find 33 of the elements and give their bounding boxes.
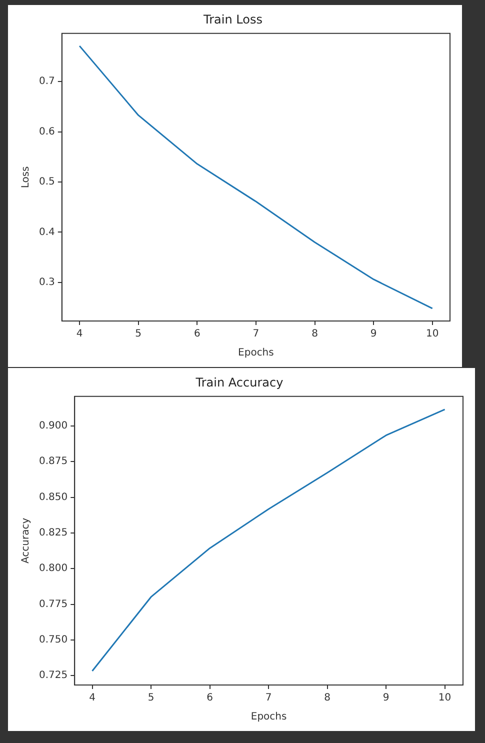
x-tick-label: 5 xyxy=(148,692,154,704)
x-tick-label: 7 xyxy=(252,328,260,340)
x-tick-label: 4 xyxy=(76,328,83,340)
x-tick-label: 8 xyxy=(324,692,330,704)
y-axis-title: Loss xyxy=(20,166,32,188)
x-tick-label: 4 xyxy=(89,692,96,704)
y-tick-label: 0.7 xyxy=(38,76,55,88)
x-tick-label: 7 xyxy=(265,692,272,704)
x-tick-label: 10 xyxy=(426,328,439,340)
y-tick-label: 0.825 xyxy=(38,528,68,539)
y-tick-label: 0.775 xyxy=(38,598,68,610)
x-tick-label: 9 xyxy=(370,328,377,340)
x-tick-label: 6 xyxy=(206,692,213,704)
x-tick-label: 10 xyxy=(438,692,452,704)
chart-title: Train Loss xyxy=(202,12,262,26)
y-tick-label: 0.900 xyxy=(38,420,68,432)
y-tick-label: 0.850 xyxy=(38,492,68,503)
y-tick-label: 0.750 xyxy=(38,634,68,646)
y-tick-label: 0.875 xyxy=(38,456,68,468)
x-tick-label: 5 xyxy=(135,328,142,340)
chart-title: Train Accuracy xyxy=(194,375,284,390)
x-tick-label: 9 xyxy=(382,692,390,704)
x-axis-title: Epochs xyxy=(250,712,287,723)
y-tick-label: 0.4 xyxy=(38,226,55,238)
y-tick-label: 0.5 xyxy=(38,176,55,188)
x-tick-label: 6 xyxy=(194,328,200,340)
y-tick-label: 0.800 xyxy=(38,563,68,574)
y-tick-label: 0.725 xyxy=(38,670,68,682)
y-axis-title: Accuracy xyxy=(20,518,32,564)
y-tick-label: 0.6 xyxy=(38,126,55,138)
x-axis-title: Epochs xyxy=(238,348,274,359)
y-tick-label: 0.3 xyxy=(38,276,55,288)
x-tick-label: 8 xyxy=(312,328,318,340)
